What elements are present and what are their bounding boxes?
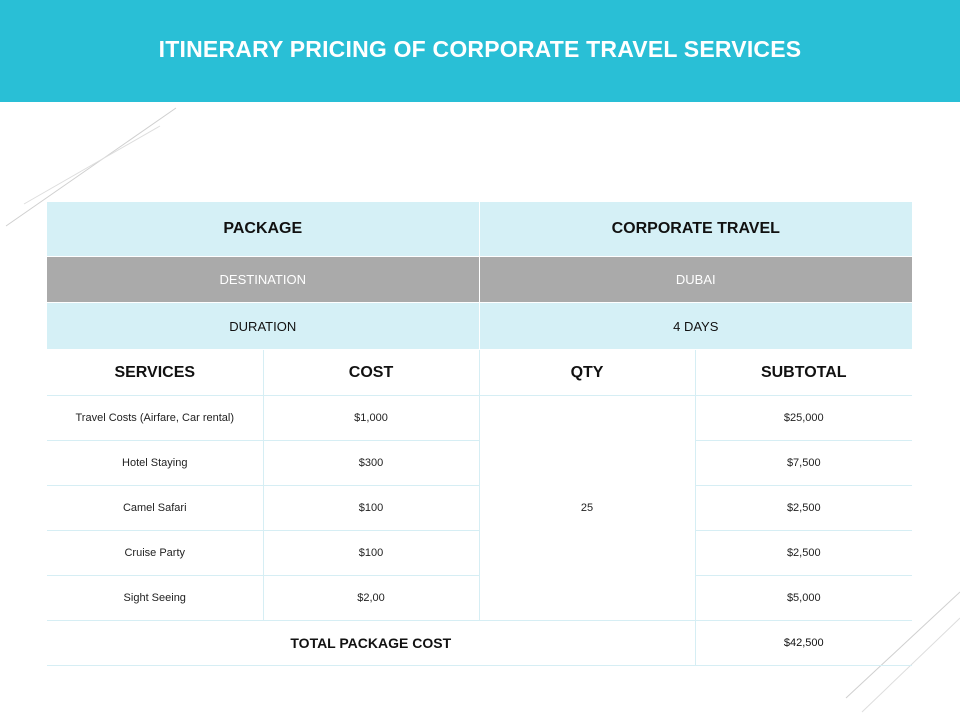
package-row: PACKAGE CORPORATE TRAVEL (47, 202, 913, 257)
total-row: TOTAL PACKAGE COST $42,500 (47, 620, 913, 666)
table-row: Cruise Party $100 $2,500 (47, 530, 913, 576)
cost-cell: $2,00 (262, 575, 480, 621)
title-banner: ITINERARY PRICING OF CORPORATE TRAVEL SE… (0, 0, 960, 102)
table-row: Sight Seeing $2,00 $5,000 (47, 575, 913, 621)
page-title: ITINERARY PRICING OF CORPORATE TRAVEL SE… (158, 36, 802, 62)
cost-cell: $1,000 (262, 395, 480, 441)
table-header-row: SERVICES COST QTY SUBTOTAL (47, 349, 913, 396)
column-header-qty: QTY (478, 349, 696, 396)
destination-label: DESTINATION (47, 256, 480, 303)
service-cell: Hotel Staying (47, 440, 264, 486)
column-header-cost: COST (262, 349, 480, 396)
duration-label: DURATION (47, 302, 480, 350)
duration-value: 4 DAYS (478, 302, 913, 350)
table-row: Camel Safari $100 $2,500 (47, 485, 913, 531)
destination-value: DUBAI (478, 256, 913, 303)
cost-cell: $100 (262, 485, 480, 531)
duration-row: DURATION 4 DAYS (47, 302, 913, 350)
table-row: Hotel Staying $300 $7,500 (47, 440, 913, 486)
service-cell: Cruise Party (47, 530, 264, 576)
cost-cell: $100 (262, 530, 480, 576)
cost-cell: $300 (262, 440, 480, 486)
package-label: PACKAGE (47, 202, 480, 257)
service-cell: Travel Costs (Airfare, Car rental) (47, 395, 264, 441)
column-header-services: SERVICES (47, 349, 264, 396)
service-cell: Camel Safari (47, 485, 264, 531)
subtotal-cell: $5,000 (694, 575, 913, 621)
subtotal-cell: $2,500 (694, 485, 913, 531)
service-cell: Sight Seeing (47, 575, 264, 621)
column-header-subtotal: SUBTOTAL (694, 349, 913, 396)
destination-row: DESTINATION DUBAI (47, 256, 913, 303)
subtotal-cell: $2,500 (694, 530, 913, 576)
subtotal-cell: $25,000 (694, 395, 913, 441)
total-value: $42,500 (694, 620, 913, 666)
pricing-table: PACKAGE CORPORATE TRAVEL DESTINATION DUB… (47, 202, 913, 666)
total-label: TOTAL PACKAGE COST (47, 620, 696, 666)
qty-cell: 25 (478, 395, 696, 621)
package-value: CORPORATE TRAVEL (478, 202, 913, 257)
table-row: Travel Costs (Airfare, Car rental) $1,00… (47, 395, 913, 621)
subtotal-cell: $7,500 (694, 440, 913, 486)
